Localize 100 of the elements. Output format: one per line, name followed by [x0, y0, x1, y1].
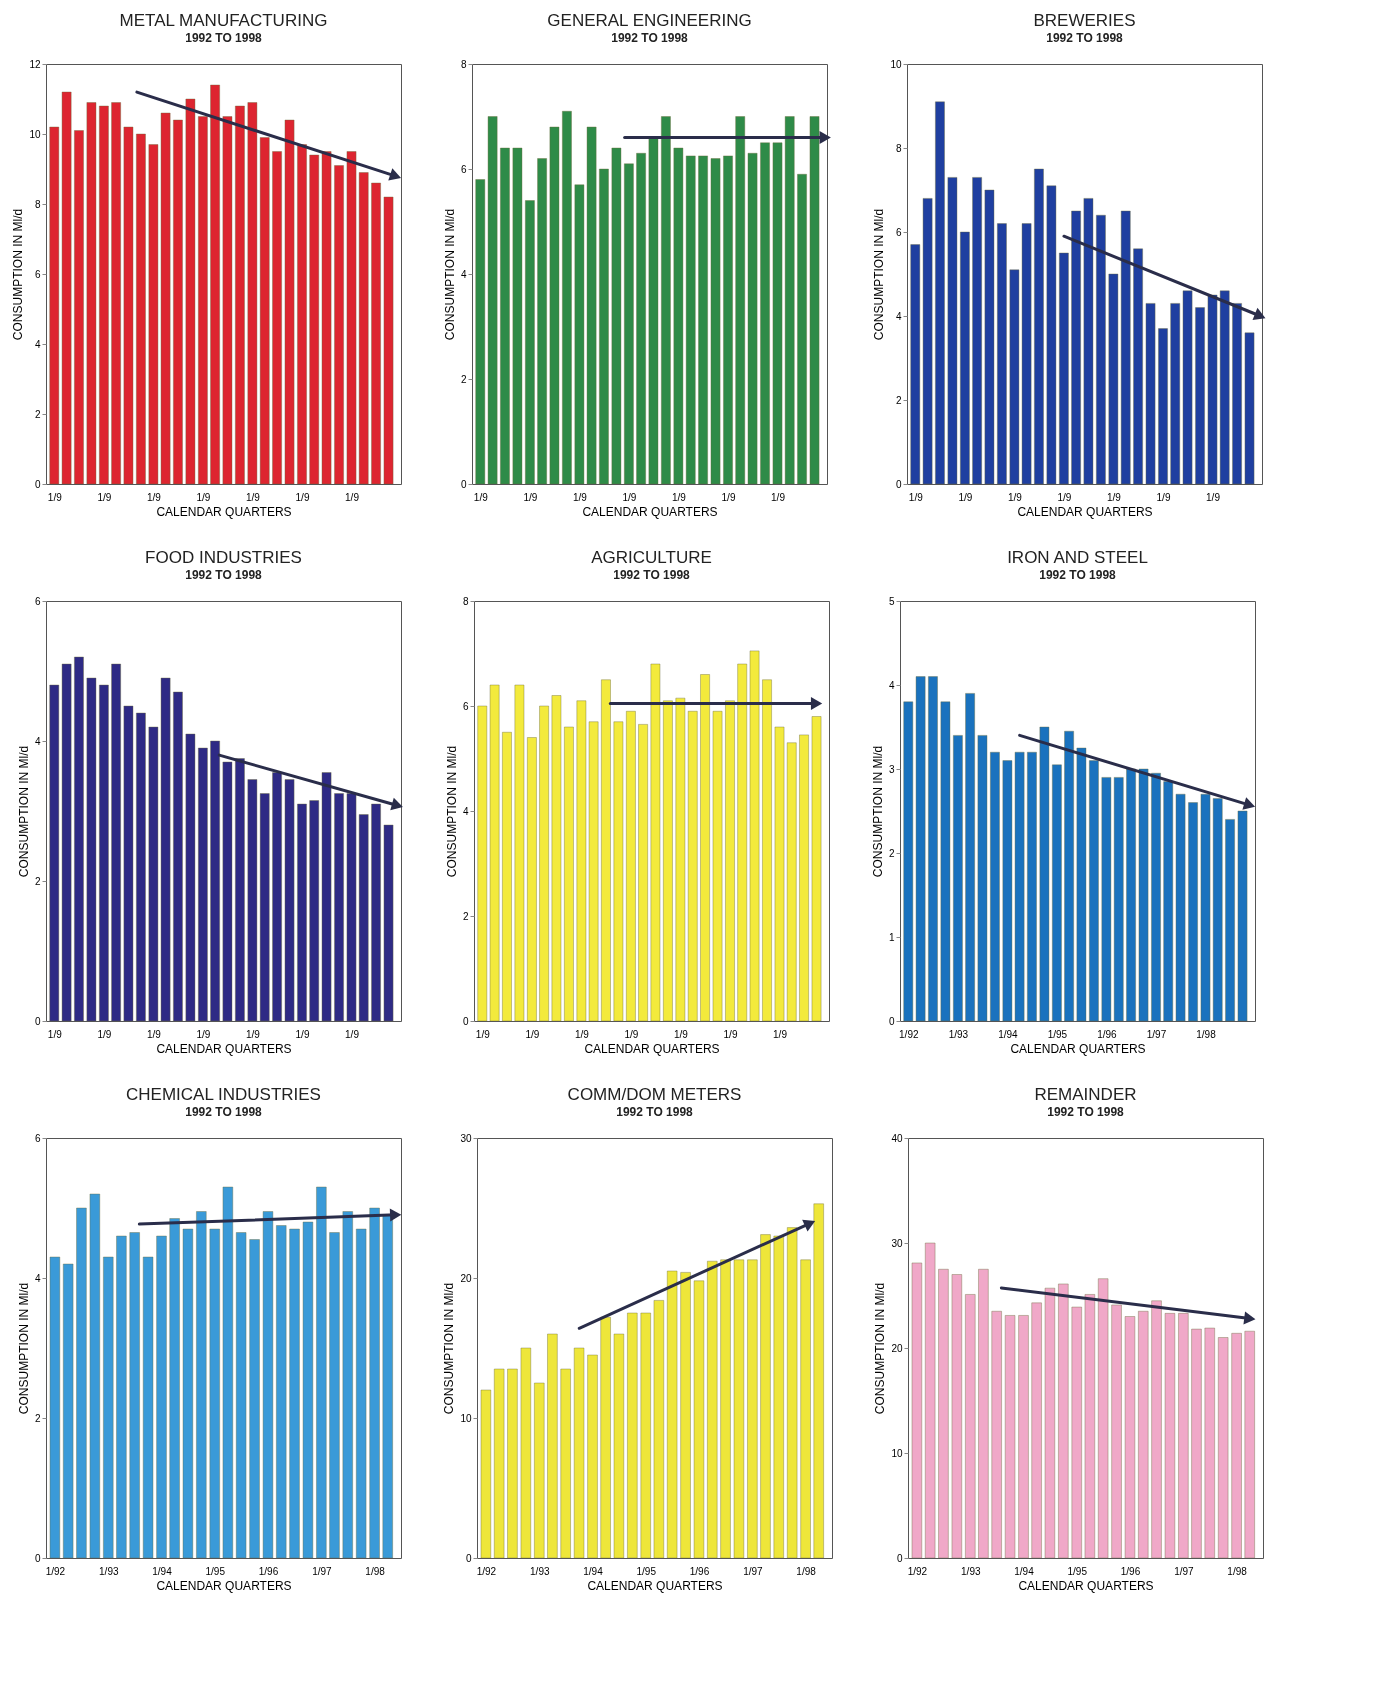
- bar: [222, 116, 233, 484]
- bar: [698, 155, 708, 484]
- bar: [494, 1368, 505, 1558]
- bar: [210, 84, 220, 484]
- x-tick-label: 1/96: [1120, 1565, 1141, 1577]
- bar: [940, 701, 951, 1021]
- x-tick-label: 1/9: [196, 1028, 211, 1040]
- x-tick-label: 1/9: [673, 1028, 689, 1040]
- bar: [1126, 768, 1136, 1021]
- y-axis-title: CONSUMPTION IN Ml/d: [16, 745, 31, 878]
- x-axis-title: CALENDAR QUARTERS: [156, 504, 292, 519]
- y-axis-title: CONSUMPTION IN Ml/d: [870, 745, 885, 878]
- x-tick-label: 1/9: [47, 491, 63, 503]
- y-tick-label: 6: [460, 163, 467, 175]
- bar: [49, 126, 60, 484]
- bar: [321, 151, 332, 484]
- bar: [813, 1203, 824, 1558]
- x-axis-title: CALENDAR QUARTERS: [156, 1578, 292, 1593]
- bar: [480, 1389, 492, 1558]
- bar: [475, 179, 486, 484]
- bar: [276, 1225, 287, 1558]
- y-tick-label: 6: [34, 1132, 41, 1144]
- bar: [1182, 290, 1193, 484]
- bar: [1064, 731, 1074, 1021]
- bar: [627, 1312, 638, 1558]
- bar: [960, 231, 970, 484]
- bar: [356, 1228, 367, 1558]
- bar: [965, 1294, 976, 1558]
- x-tick-label: 1/9: [146, 1028, 162, 1040]
- chart-subtitle: 1992 TO 1998: [1047, 1105, 1125, 1119]
- bar: [196, 1211, 207, 1558]
- bar: [512, 147, 523, 484]
- bar: [549, 126, 560, 484]
- x-tick-label: 1/9: [475, 1028, 491, 1040]
- bar: [685, 155, 696, 484]
- x-tick-label: 1/98: [1196, 1028, 1217, 1040]
- chart-title: CHEMICAL INDUSTRIES: [126, 1085, 321, 1104]
- y-axis-title: CONSUMPTION IN Ml/d: [442, 1282, 457, 1415]
- bar: [1027, 752, 1037, 1021]
- bar: [977, 735, 988, 1021]
- bar: [613, 721, 624, 1021]
- y-tick-label: 0: [465, 1552, 472, 1564]
- bar: [297, 144, 307, 484]
- chart-title: REMAINDER: [1034, 1085, 1137, 1104]
- bar: [99, 105, 109, 484]
- bar: [903, 701, 914, 1021]
- x-tick-label: 1/9: [245, 1028, 261, 1040]
- bar: [539, 705, 549, 1021]
- bar: [235, 105, 245, 484]
- bar: [111, 663, 121, 1021]
- bar: [997, 223, 1007, 484]
- x-tick-label: 1/93: [948, 1028, 969, 1040]
- x-tick-label: 1/97: [1174, 1565, 1195, 1577]
- bar: [1084, 1294, 1095, 1558]
- bar: [600, 1317, 611, 1558]
- bar: [573, 1347, 585, 1558]
- bar: [334, 793, 344, 1021]
- bar: [249, 1239, 260, 1558]
- bar: [136, 133, 146, 484]
- bar: [1039, 726, 1050, 1021]
- y-tick-label: 2: [888, 847, 895, 859]
- x-tick-label: 1/93: [961, 1565, 981, 1577]
- y-tick-label: 2: [895, 394, 902, 406]
- bar: [63, 1263, 74, 1558]
- bar: [811, 716, 822, 1021]
- y-axis-title: CONSUMPTION IN Ml/d: [873, 1282, 888, 1415]
- x-axis-title: CALENDAR QUARTERS: [1017, 504, 1153, 519]
- y-tick-label: 4: [34, 1272, 41, 1284]
- bar: [1145, 303, 1156, 484]
- bar: [210, 740, 220, 1021]
- bar: [1232, 303, 1242, 484]
- bar: [1231, 1333, 1242, 1558]
- bar: [1046, 185, 1057, 484]
- x-tick-label: 1/9: [47, 1028, 63, 1040]
- x-tick-label: 1/9: [622, 491, 637, 503]
- bar: [156, 1235, 167, 1558]
- bar: [1163, 781, 1173, 1021]
- bar: [935, 101, 945, 484]
- x-tick-label: 1/94: [583, 1565, 604, 1577]
- bar: [1044, 1287, 1056, 1558]
- bar: [599, 168, 609, 484]
- x-tick-label: 1/95: [205, 1565, 226, 1577]
- y-tick-label: 10: [890, 58, 902, 70]
- x-tick-label: 1/94: [152, 1565, 173, 1577]
- x-tick-label: 1/9: [572, 491, 588, 503]
- bar: [272, 151, 282, 484]
- x-tick-label: 1/9: [525, 1028, 540, 1040]
- x-tick-label: 1/9: [345, 1028, 360, 1040]
- x-tick-label: 1/9: [196, 491, 211, 503]
- bar: [1158, 328, 1168, 484]
- x-tick-label: 1/98: [796, 1565, 817, 1577]
- bar: [551, 695, 562, 1021]
- x-tick-label: 1/95: [1047, 1028, 1068, 1040]
- bar: [910, 244, 921, 484]
- chart-title: AGRICULTURE: [591, 548, 712, 567]
- bar: [487, 116, 498, 484]
- bar: [89, 1193, 100, 1558]
- bar: [787, 1227, 798, 1558]
- y-tick-label: 6: [34, 595, 41, 607]
- bar: [799, 734, 809, 1021]
